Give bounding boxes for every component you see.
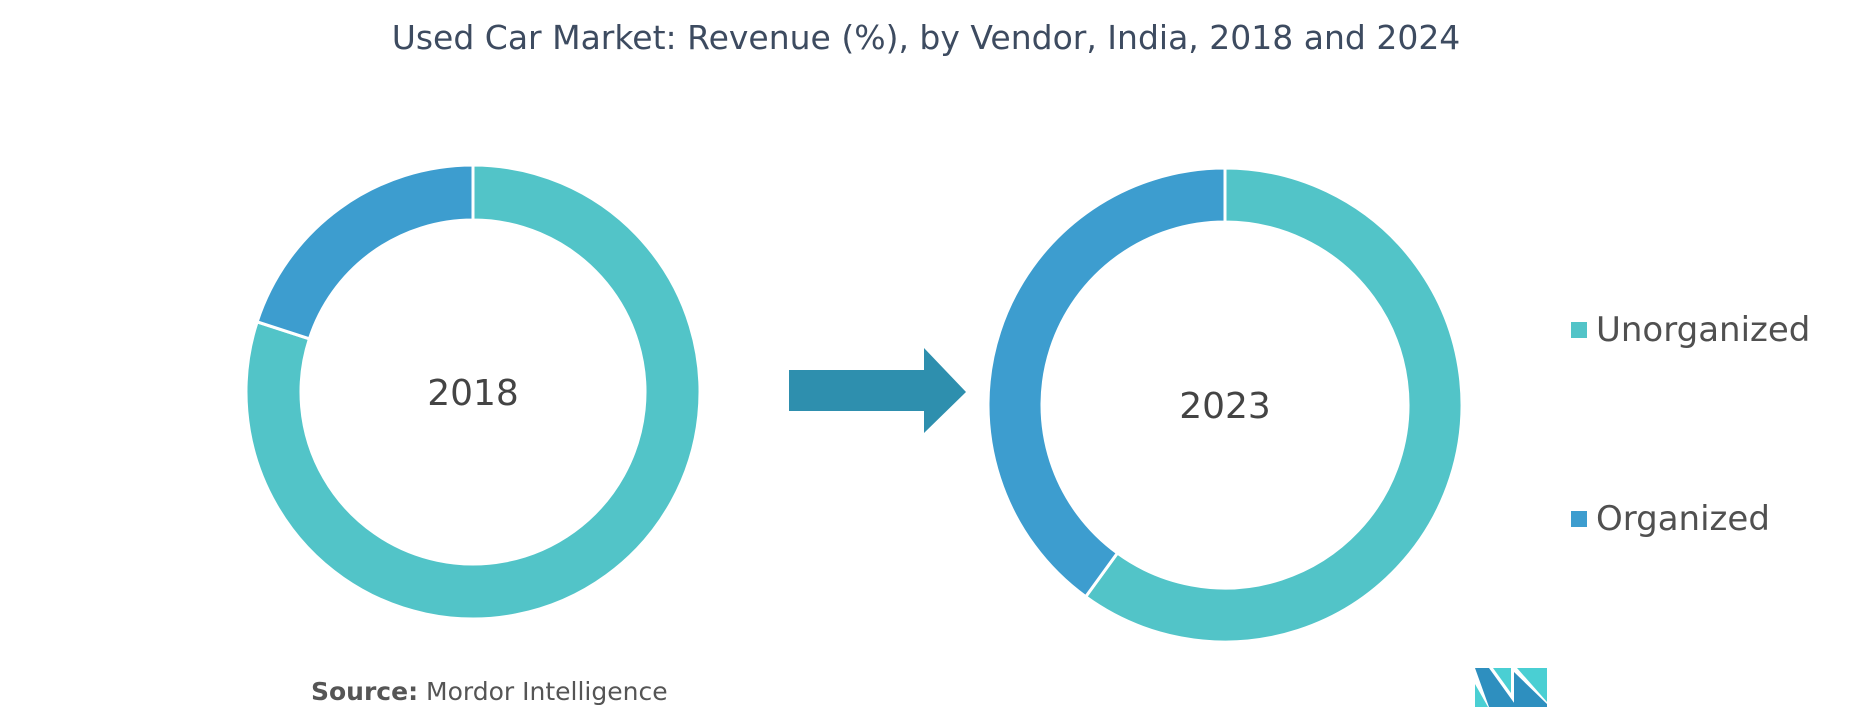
mordor-logo — [1475, 668, 1547, 707]
legend-item-organized: Organized — [1571, 499, 1770, 539]
source-note: Source: Mordor Intelligence — [311, 677, 668, 706]
donut-slice-unorganized — [1083, 166, 1464, 644]
donut-center-label: 2018 — [427, 373, 519, 414]
legend-label: Organized — [1596, 499, 1770, 539]
legend-item-unorganized: Unorganized — [1571, 310, 1810, 350]
chart-title: Used Car Market: Revenue (%), by Vendor,… — [391, 18, 1461, 57]
donut-slice-unorganized — [244, 163, 702, 621]
donut-slice-organized — [986, 166, 1227, 599]
donut-2018: 2018 — [244, 163, 702, 621]
legend-swatch — [1571, 322, 1587, 338]
donut-center-label: 2023 — [1179, 386, 1271, 427]
legend-swatch — [1571, 511, 1587, 527]
legend-label: Unorganized — [1596, 310, 1811, 350]
source-label: Source: — [311, 677, 419, 706]
donut-slice-organized — [255, 163, 475, 341]
arrow-icon — [789, 348, 966, 433]
donut-2023: 2023 — [986, 166, 1464, 644]
source-value: Mordor Intelligence — [426, 677, 668, 706]
